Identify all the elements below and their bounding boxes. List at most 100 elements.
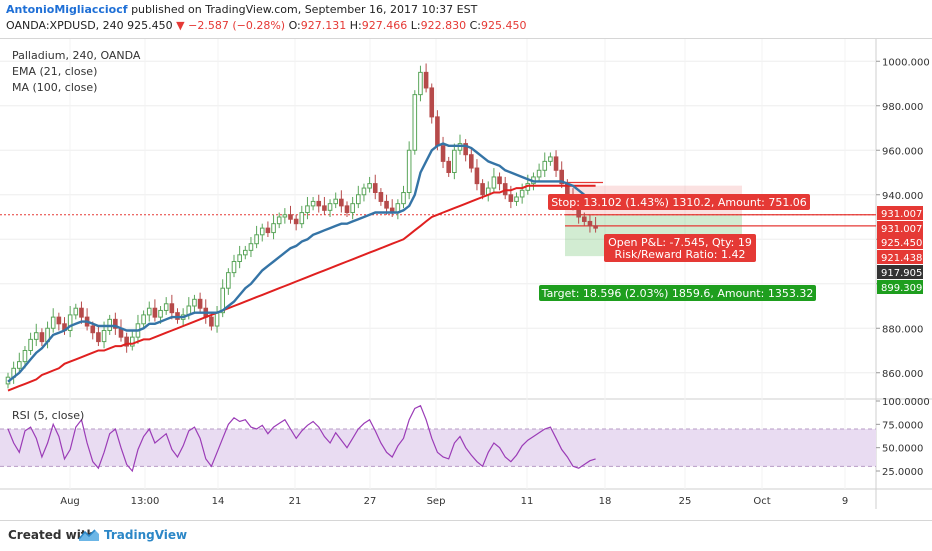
candle-body — [288, 214, 293, 220]
rsi-legend[interactable]: RSI (5, close) — [12, 409, 85, 422]
price-tick-label: 860.000 — [882, 369, 923, 380]
candle-body — [56, 316, 62, 325]
candle-body — [401, 192, 406, 205]
candle-body — [209, 316, 214, 327]
stop-label: Stop: 13.102 (1.43%) 1310.2, Amount: 751… — [551, 196, 807, 209]
candle-body — [548, 156, 553, 162]
candle-body — [254, 234, 259, 245]
rsi-tick-label: 50.0000 — [882, 444, 923, 455]
candle-body — [192, 298, 197, 307]
price-tick-label: 960.000 — [882, 146, 923, 157]
candle-body — [480, 183, 485, 196]
candle-body — [553, 156, 559, 171]
candle-body — [316, 200, 322, 207]
time-tick-label: 13:00 — [131, 496, 160, 507]
candle-body — [146, 307, 152, 316]
price-tick-label: 940.000 — [882, 191, 923, 202]
price-axis-label-bg — [877, 280, 923, 294]
symbol-line: OANDA:XPDUSD, 240 — [6, 19, 124, 32]
time-tick-label: Aug — [60, 496, 80, 507]
chart-frame[interactable]: 860.000880.000900.000920.000940.000960.0… — [0, 38, 932, 515]
low-value: 922.830 — [420, 19, 467, 32]
candle-body — [282, 214, 288, 218]
rsi-tick-label: 100.0000 — [882, 397, 930, 408]
candle-body — [152, 307, 158, 318]
candle-body — [226, 272, 231, 289]
candle-body — [276, 216, 282, 225]
candle-body — [418, 71, 423, 96]
price-axis-label: 917.905 — [881, 268, 922, 279]
candle-body — [378, 192, 384, 202]
price-tick-label: 880.000 — [882, 324, 923, 335]
candle-body — [33, 332, 39, 340]
tradingview-logo-icon — [78, 529, 99, 541]
pnl-label: Risk/Reward Ratio: 1.42 — [615, 248, 746, 261]
rsi-line — [7, 404, 596, 473]
price-axis-label-bg — [877, 250, 923, 264]
candle-body — [90, 325, 96, 334]
time-tick-label: 18 — [599, 496, 612, 507]
published-text: published on TradingView.com, September … — [131, 3, 478, 16]
created-with-text: Created with — [8, 528, 96, 542]
candle-body — [310, 200, 316, 207]
price-axis-label-bg — [877, 221, 923, 235]
open-label: O: — [288, 19, 301, 32]
candle-body — [339, 198, 344, 207]
candle-body — [361, 187, 367, 196]
ema-legend[interactable]: EMA (21, close) — [12, 65, 98, 78]
candle-body — [231, 261, 237, 274]
price-tick-label: 1000.000 — [882, 57, 930, 68]
author-link[interactable]: AntonioMigliacciocf — [6, 3, 128, 16]
candle-body — [79, 307, 84, 318]
candle-body — [435, 116, 440, 147]
candle-body — [508, 194, 514, 202]
target-label-bg — [539, 285, 816, 301]
chart-svg[interactable]: 860.000880.000900.000920.000940.000960.0… — [0, 39, 932, 515]
candle-body — [271, 223, 276, 234]
candle-body — [22, 350, 28, 363]
candle-body — [248, 243, 254, 251]
candle-body — [130, 336, 135, 347]
candle-body — [299, 212, 305, 225]
candle-body — [384, 200, 389, 209]
close-value: 925.450 — [480, 19, 527, 32]
last-price: 925.450 — [127, 19, 173, 32]
candle-body — [293, 218, 299, 225]
candle-body — [502, 183, 508, 196]
time-tick-label: 27 — [364, 496, 377, 507]
candle-body — [197, 298, 203, 309]
close-label: C: — [469, 19, 481, 32]
price-axis-label-bg — [877, 206, 923, 220]
time-tick-label: 14 — [212, 496, 225, 507]
candle-body — [113, 318, 118, 329]
candle-body — [39, 332, 45, 343]
time-tick-label: 21 — [289, 496, 302, 507]
time-tick-label: Sep — [427, 496, 446, 507]
rsi-band — [0, 429, 876, 467]
time-tick-label: Oct — [753, 496, 770, 507]
candle-body — [220, 287, 225, 314]
candle-body — [305, 205, 310, 214]
candle-body — [214, 312, 220, 327]
candle-body — [440, 145, 446, 162]
candle-body — [243, 249, 248, 256]
tradingview-brand[interactable]: TradingView — [104, 528, 188, 542]
candle-body — [158, 309, 163, 318]
candle-body — [265, 227, 271, 234]
ema21-line — [7, 142, 597, 383]
ma-legend[interactable]: MA (100, close) — [12, 81, 98, 94]
candle-body — [344, 205, 350, 214]
time-tick-label: 25 — [679, 496, 692, 507]
rsi-tick-label: 75.0000 — [882, 420, 923, 431]
candle-body — [372, 183, 378, 194]
candle-body — [350, 203, 355, 214]
rsi-tick-label: 25.0000 — [882, 467, 923, 478]
price-axis-label-bg — [877, 235, 923, 249]
candle-body — [333, 198, 338, 205]
candle-body — [73, 307, 79, 316]
price-axis-label: 925.450 — [881, 238, 922, 249]
candle-body — [542, 160, 548, 171]
candle-body — [412, 94, 418, 151]
candle-body — [124, 336, 129, 347]
price-tick-label: 980.000 — [882, 102, 923, 113]
